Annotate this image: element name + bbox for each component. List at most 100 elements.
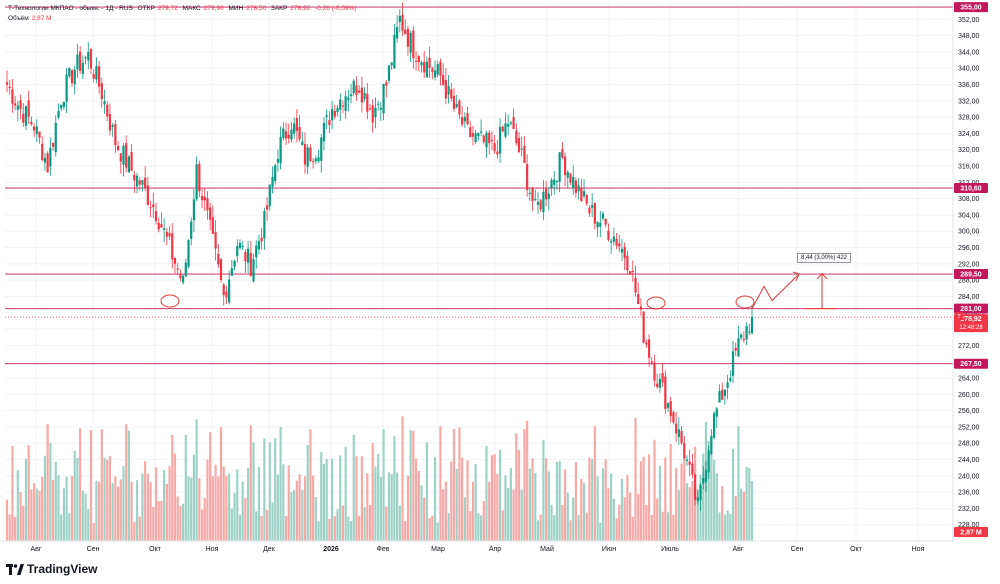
- volume-bar: [5, 499, 9, 541]
- countdown-timer: 12:48:28: [959, 325, 983, 331]
- volume-bar: [328, 518, 331, 541]
- volume-bar: [645, 504, 648, 541]
- candle-body: [32, 126, 36, 131]
- candle-body: [374, 107, 377, 118]
- volume-bar: [712, 460, 716, 541]
- volume-bar: [628, 492, 632, 541]
- volume-bar: [729, 513, 732, 541]
- candle-body: [563, 156, 567, 175]
- candle-body: [734, 347, 737, 351]
- volume-bar: [363, 507, 366, 541]
- x-tick-label: Ноя: [912, 546, 925, 553]
- y-tick-label: 292,00: [958, 261, 980, 268]
- candle-body: [79, 51, 82, 71]
- volume-bar: [439, 426, 442, 541]
- projection-path[interactable]: [751, 273, 800, 309]
- candle-body: [222, 284, 225, 296]
- x-tick-label: Авг: [733, 546, 744, 553]
- candle-body: [661, 372, 664, 383]
- price-projection-drawing[interactable]: [751, 271, 838, 310]
- candle-body: [51, 142, 55, 147]
- volume-bar: [742, 491, 745, 541]
- volume-bar: [51, 479, 55, 541]
- candle-body: [339, 99, 342, 110]
- candle-body: [241, 245, 244, 247]
- candle-body: [718, 391, 721, 403]
- candle-body: [54, 122, 57, 153]
- tradingview-logo[interactable]: TradingView: [6, 562, 97, 576]
- candle-body: [203, 196, 206, 201]
- candle-body: [666, 403, 670, 408]
- volume-bar: [154, 467, 158, 541]
- volume-bar: [382, 429, 385, 541]
- volume-bar: [309, 429, 312, 541]
- y-tick-label: 348,00: [958, 33, 980, 40]
- measure-label[interactable]: 8,44 (3,00%) 422: [797, 253, 852, 263]
- volume-bar: [22, 505, 25, 541]
- y-tick-label: 344,00: [958, 49, 980, 56]
- volume-bar: [287, 465, 290, 541]
- candle-body: [469, 127, 472, 138]
- candle-body: [542, 191, 545, 213]
- candle-body: [100, 83, 103, 100]
- high-value: 279,90: [203, 5, 224, 12]
- volume-bar: [721, 486, 724, 541]
- time-axis[interactable]: Авг Сен Окт Ноя Дек 2026 Фев Мар Апр Май Июн Июль Ав…: [0, 540, 953, 553]
- candle-body: [398, 15, 401, 23]
- volume-bar: [461, 457, 464, 541]
- volume-bar: [217, 476, 220, 541]
- volume-bars: [5, 416, 754, 541]
- volume-bar: [507, 488, 510, 541]
- candle-body: [707, 450, 710, 473]
- candle-body: [371, 105, 374, 123]
- candle-body: [618, 243, 621, 247]
- horizontal-levels[interactable]: [5, 6, 953, 365]
- volume-bar: [474, 463, 477, 541]
- volume-bar: [647, 454, 651, 541]
- candle-body: [642, 311, 645, 343]
- volume-bar: [401, 416, 404, 541]
- candle-body: [439, 61, 442, 76]
- volume-bar: [431, 515, 434, 541]
- volume-bar: [8, 514, 11, 541]
- candle-body: [301, 141, 304, 146]
- volume-bar: [119, 479, 122, 541]
- candle-body: [192, 199, 196, 221]
- volume-bar: [133, 522, 136, 541]
- volume-bar: [601, 468, 605, 541]
- brand-name: TradingView: [27, 562, 98, 576]
- candle-body: [8, 86, 11, 88]
- volume-bar: [737, 426, 740, 541]
- level-badge: [954, 269, 988, 280]
- volume-bar: [558, 461, 561, 541]
- volume-bar: [108, 456, 112, 541]
- volume-bar: [46, 424, 49, 541]
- y-tick-label: 320,00: [958, 147, 980, 154]
- candle-body: [238, 242, 242, 248]
- volume-bar: [79, 428, 82, 541]
- price-axis[interactable]: 228,00 232,00 236,00 240,00 244,00 248,00 252,…: [952, 0, 988, 541]
- candle-body: [379, 107, 382, 110]
- volume-bar: [666, 512, 670, 541]
- volume-bar: [176, 496, 179, 541]
- volume-bar: [349, 521, 353, 541]
- candle-body: [260, 237, 263, 242]
- level-badge: [954, 358, 988, 369]
- candle-body: [314, 158, 317, 162]
- volume-bar: [336, 509, 339, 541]
- candle-body: [631, 271, 634, 273]
- volume-badge: [954, 527, 988, 537]
- volume-bar: [181, 503, 185, 541]
- volume-bar: [276, 474, 280, 541]
- candle-body: [748, 331, 751, 333]
- candle-body: [620, 248, 624, 253]
- volume-bar: [198, 478, 201, 541]
- candle-body: [496, 151, 499, 155]
- candle-body: [444, 79, 447, 99]
- candle-body: [688, 461, 691, 465]
- candle-body: [569, 173, 572, 183]
- candle-body: [195, 164, 198, 200]
- candle-body: [731, 351, 735, 376]
- candle-body: [368, 108, 372, 110]
